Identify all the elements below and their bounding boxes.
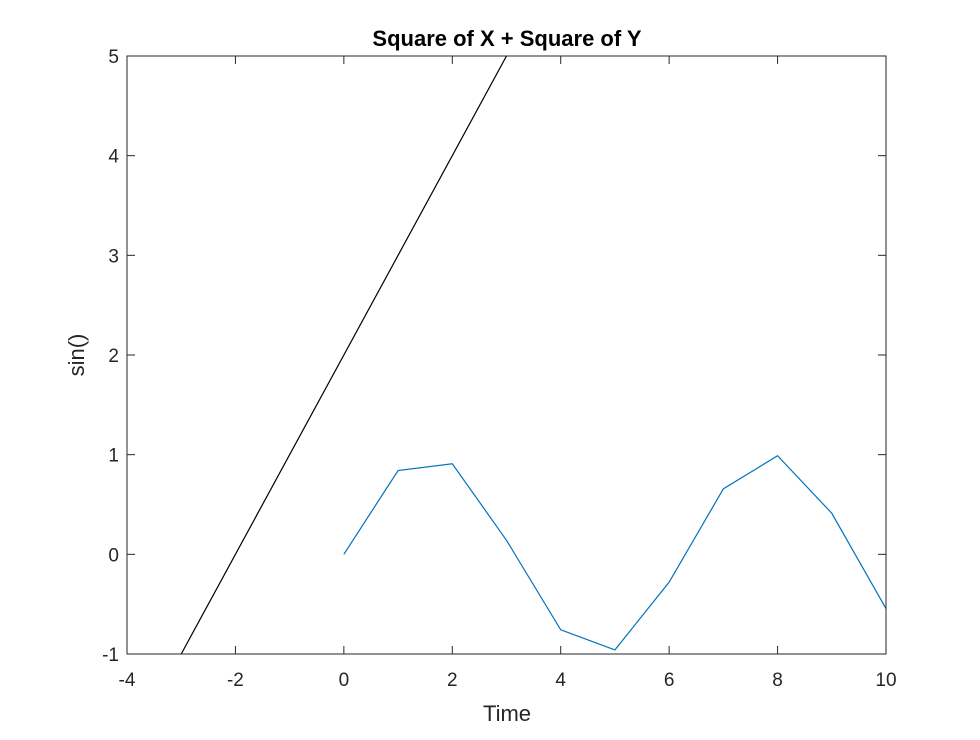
plot-frame [126,55,887,655]
axis-ticks: -4 -2 0 2 4 6 8 10 -1 0 1 2 3 4 5 [102,47,896,691]
y-tick-label: -1 [102,645,119,666]
series-line-1 [343,454,886,651]
y-tick-label: 1 [108,446,119,467]
y-tick-label: 0 [108,545,119,566]
y-axis-title: sin() [64,334,89,377]
y-tick-label: 5 [108,47,119,68]
plot-area [127,56,886,654]
x-tick-label: 0 [339,670,350,691]
chart-title: Square of X + Square of Y [372,26,641,51]
x-tick-label: 2 [447,670,458,691]
y-tick-label: 2 [108,346,119,367]
y-tick-label: 3 [108,246,119,267]
x-tick-label: 10 [875,670,896,691]
x-tick-label: 6 [664,670,675,691]
series-line-2 [180,56,508,654]
x-axis-title: Time [483,701,531,726]
x-tick-label: 8 [772,670,783,691]
x-tick-label: -4 [119,670,136,691]
x-tick-label: -2 [227,670,244,691]
series-layer [180,56,886,654]
y-tick-label: 4 [108,147,119,168]
x-tick-label: 4 [555,670,566,691]
